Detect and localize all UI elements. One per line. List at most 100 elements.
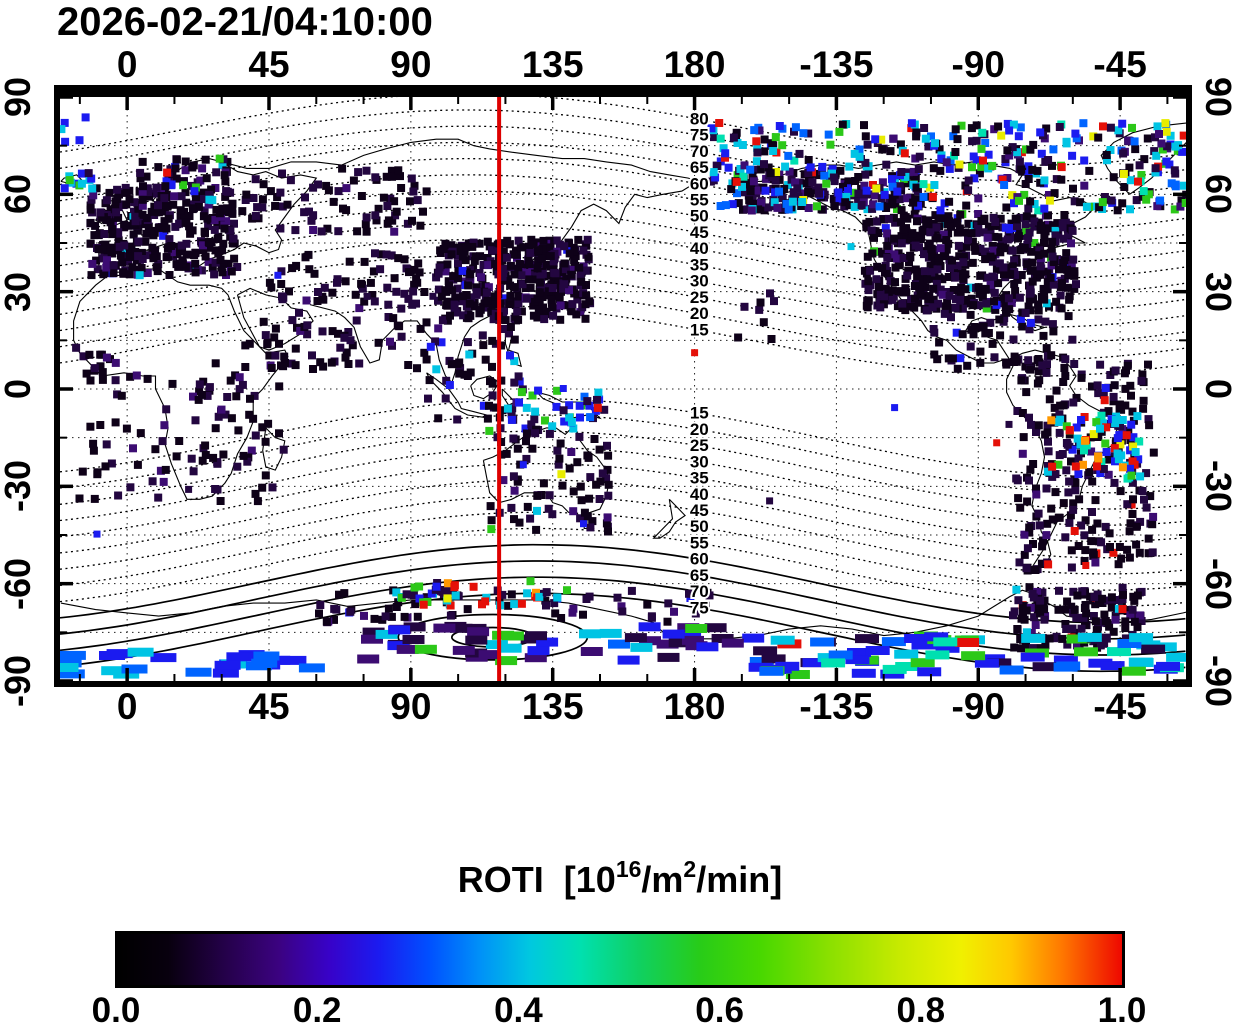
contour-label: 70: [690, 582, 709, 601]
coastline: [221, 138, 698, 182]
contour-label: 80: [690, 109, 709, 128]
lon-tick-bottom: 45: [248, 686, 290, 727]
maglat-contour-north: [60, 239, 1186, 312]
lon-tick-top: -90: [951, 44, 1005, 85]
lat-tick-left: -90: [0, 654, 38, 708]
lon-tick-bottom: 90: [390, 686, 432, 727]
contour-label: 20: [690, 304, 709, 323]
maglat-contour-north: [60, 190, 1186, 264]
contour-label: 60: [690, 550, 709, 569]
maglat-contour-north: [60, 97, 1186, 166]
colorbar-tick-label: 0.4: [494, 991, 543, 1024]
roti-cluster-auroral-band: [706, 119, 1186, 215]
coastline: [1006, 349, 1118, 568]
colorbar-unit-close: /min]: [696, 859, 783, 900]
roti-cluster-africa: [72, 339, 288, 506]
roti-cluster-europe: [86, 183, 242, 280]
contour-label: 75: [690, 598, 709, 617]
lon-tick-bottom: -135: [799, 686, 874, 727]
lat-tick-right: -30: [1198, 460, 1239, 513]
colorbar-unit-open: [10: [563, 859, 616, 900]
roti-cluster-antarctic-strip-west: [60, 647, 325, 679]
roti-cluster-south-america: [1012, 359, 1158, 575]
lon-tick-top: 90: [390, 44, 432, 85]
roti-cluster-pacific-islands: [734, 289, 778, 343]
lat-tick-left: 30: [0, 271, 38, 312]
coastline: [426, 372, 492, 419]
lat-tick-right: 90: [1198, 76, 1239, 118]
contour-label: 25: [690, 436, 709, 455]
contour-label: 40: [690, 239, 709, 258]
contour-label: 50: [690, 207, 709, 226]
lon-tick-top: 135: [521, 44, 584, 85]
contour-label: 75: [690, 126, 709, 145]
colorbar-tick-label: 0.8: [896, 991, 946, 1024]
colorbar-tick-label: 0.6: [695, 991, 744, 1024]
roti-cluster-north-america: [860, 210, 1080, 315]
lon-tick-bottom: 135: [521, 686, 584, 727]
coastline: [652, 498, 686, 539]
lon-tick-top: 0: [116, 44, 138, 85]
contour-label: 45: [690, 223, 709, 242]
contour-label: 15: [690, 404, 709, 423]
maglat-contour-north: [60, 157, 1186, 231]
maglat-contour-north: [60, 206, 1186, 280]
maglat-contour-north: [60, 141, 1186, 215]
colorbar-tick-label: 0.0: [91, 991, 141, 1024]
roti-cluster-antarctic-strip-mid: [357, 621, 765, 666]
lat-tick-right: 0: [1198, 378, 1239, 400]
maglat-contour-north: [60, 109, 1186, 183]
colorbar-gradient: [115, 931, 1125, 988]
contour-label: 25: [690, 288, 709, 307]
lat-tick-left: -60: [0, 557, 38, 610]
maglat-contour-north: [60, 271, 1186, 345]
roti-cluster-oceania-anomaly: [503, 385, 609, 434]
roti-cluster-east-asia: [432, 235, 595, 325]
lon-tick-top: 45: [248, 44, 290, 85]
contour-label: 50: [690, 517, 709, 536]
colorbar-unit-mid: /m: [641, 859, 684, 900]
roti-cluster-india-mideast: [259, 249, 431, 373]
contour-label: 55: [690, 191, 709, 210]
contour-label: 45: [690, 501, 709, 520]
contour-label: 65: [690, 158, 709, 177]
lon-tick-top: 180: [663, 44, 726, 85]
maglat-contour-north: [60, 255, 1186, 329]
maglat-contour-north: [60, 222, 1186, 296]
lon-tick-bottom: 180: [663, 686, 726, 727]
lat-tick-right: -60: [1198, 557, 1239, 610]
lon-tick-bottom: -90: [951, 686, 1005, 727]
roti-cluster-antarctic-strip-east: [748, 631, 1186, 679]
contour-label: 30: [690, 452, 709, 471]
timestamp-title: 2026-02-21/04:10:00: [57, 0, 433, 44]
contour-label: 35: [690, 469, 709, 488]
colorbar-unit-exp: 16: [615, 856, 642, 882]
colorbar-title-name: ROTI: [457, 859, 544, 900]
maglat-contour-north: [60, 303, 1186, 377]
plot-content: 8075706560555045403530252015152025303540…: [60, 97, 1186, 681]
lat-tick-left: -30: [0, 460, 38, 513]
lat-tick-left: 90: [0, 76, 38, 118]
maglat-contour-north: [60, 125, 1186, 199]
contour-label: 60: [690, 174, 709, 193]
colorbar-tick-label: 0.2: [292, 991, 342, 1024]
maglat-contour-south: [60, 543, 1186, 624]
contour-label: 40: [690, 485, 709, 504]
coastline: [262, 427, 286, 471]
roti-cluster-sa-anomaly: [1043, 411, 1145, 483]
contour-label: 30: [690, 272, 709, 291]
contour-label: 65: [690, 566, 709, 585]
lat-tick-right: 30: [1198, 271, 1239, 312]
maglat-contour-south: [60, 576, 1186, 656]
contour-label: 35: [690, 255, 709, 274]
lon-tick-top: -135: [799, 44, 874, 85]
roti-cluster-antarctic-peninsula: [1009, 583, 1146, 653]
roti-cluster-scandinavia: [136, 154, 232, 205]
coastline: [501, 388, 516, 406]
colorbar-unit-exp2: 2: [683, 856, 697, 882]
lon-tick-bottom: 0: [116, 686, 138, 727]
lon-tick-top: -45: [1093, 44, 1147, 85]
contour-label: 20: [690, 420, 709, 439]
contour-label: 70: [690, 142, 709, 161]
